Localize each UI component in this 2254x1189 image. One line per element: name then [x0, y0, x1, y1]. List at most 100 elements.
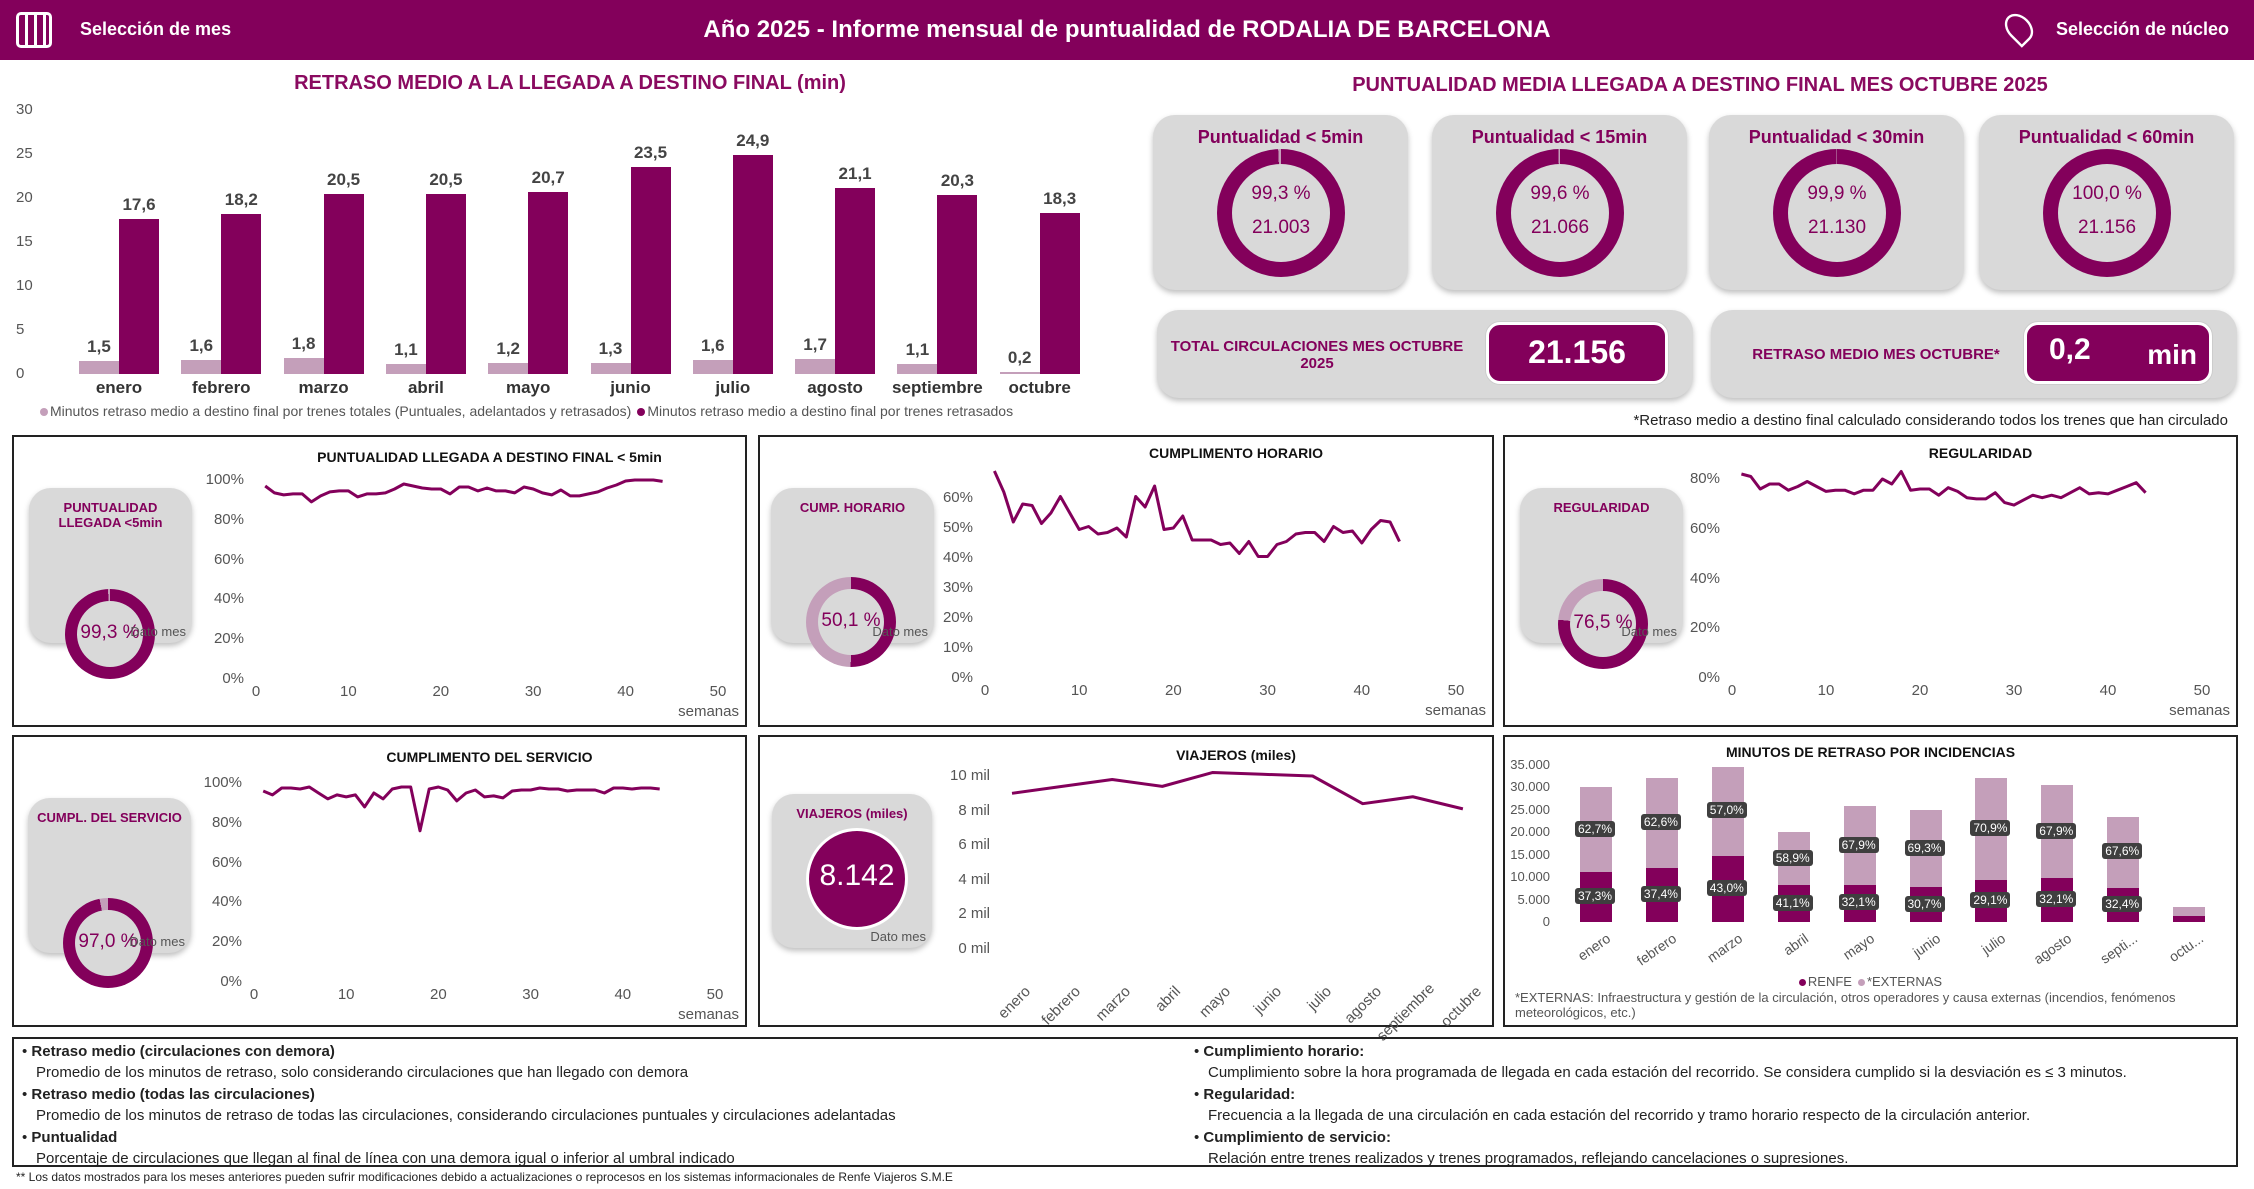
y-tick-label: 20%: [211, 933, 242, 951]
gauge-percent: 99,9 %: [1807, 183, 1867, 204]
footnote: ** Los datos mostrados para los meses an…: [16, 1170, 953, 1184]
gauge-label: Puntualidad < 30min: [1748, 127, 1925, 147]
bar-data-label: 1,6: [189, 335, 214, 355]
calendar-icon[interactable]: [16, 12, 52, 48]
x-tick-label: 30: [522, 986, 539, 1003]
bullet: •: [1194, 1043, 1204, 1060]
donut-hole: [1570, 591, 1636, 657]
y-tick-label: 100%: [205, 471, 244, 488]
chart-title: CUMPLIMENTO HORARIO: [1149, 445, 1323, 461]
donut-hole: [77, 601, 143, 667]
bar-data-label: 1,1: [905, 340, 930, 360]
gauge-label: Puntualidad < 60min: [2018, 127, 2195, 147]
kpi-card: PUNTUALIDAD LLEGADA <5min 99,3 % Dato mes: [29, 488, 192, 679]
delay-bar-chart: 0 5 10 15 20 25 30 1,5 17,6 enero 1,6 18,2 febrero 1,…: [0, 60, 1130, 430]
passengers-panel: VIAJEROS (miles) VIAJEROS (miles) 8.142 Dat…: [758, 735, 1494, 1045]
x-tick-label: 50: [706, 986, 724, 1003]
gauge-count: 21.156: [2077, 217, 2137, 238]
passengers-series-line: [1011, 771, 1464, 811]
definition-item: • Cumplimiento horario: Cumplimiento sobr…: [1194, 1043, 2127, 1081]
bar-data-label: 32,4%: [2102, 895, 2143, 912]
definition-term-text: Cumplimiento horario:: [1203, 1043, 1365, 1060]
x-axis-label: semanas: [1425, 702, 1486, 719]
x-tick-label: 50: [1447, 682, 1465, 699]
bullet: •: [22, 1043, 32, 1060]
legend-label: Minutos retraso medio a destino final po…: [647, 403, 1014, 419]
x-tick-label: mayo: [505, 378, 551, 397]
definition-desc: Cumplimiento sobre la hora programada de…: [1208, 1064, 2127, 1081]
x-tick-label: marzo: [298, 378, 349, 397]
nucleus-selector-button[interactable]: Selección de núcleo: [2056, 19, 2230, 39]
x-tick-label: junio: [610, 378, 651, 397]
definition-desc: Relación entre trenes realizados y trene…: [1208, 1150, 1849, 1167]
y-tick-label: 5: [16, 321, 25, 338]
kpi-value: 97,0 %: [78, 930, 138, 952]
y-tick-label: 4 mil: [958, 870, 990, 888]
bar-data-label: 21,1: [838, 164, 872, 184]
chart-title: MINUTOS DE RETRASO POR INCIDENCIAS: [1725, 744, 2016, 760]
delayed-trains-bar: [835, 188, 876, 374]
legend-marker: [1798, 979, 1806, 986]
y-tick-label: 15.000: [1510, 846, 1550, 862]
x-tick-label: 0: [251, 683, 261, 700]
bar-data-label: 32,1%: [1838, 894, 1879, 911]
bar-data-label: 24,9: [736, 130, 770, 150]
definition-item: • Retraso medio (todas las circulaciones…: [22, 1086, 896, 1124]
bar-data-label: 69,3%: [1904, 839, 1945, 856]
bar-data-label: 1,3: [598, 338, 623, 358]
gauge-count: 21.003: [1251, 217, 1311, 238]
y-tick-label: 60%: [942, 489, 973, 506]
legend-label: RENFE: [1807, 974, 1852, 989]
punctuality-gauge-card: Puntualidad < 15min 99,6 % 21.066: [1432, 115, 1687, 290]
x-tick-label: 40: [2099, 682, 2117, 699]
y-tick-label: 40%: [1689, 569, 1720, 587]
kpi-label: CUMPL. DEL SERVICIO: [37, 810, 182, 825]
x-tick-label: 10: [337, 986, 355, 1003]
kpi-value: 99,3 %: [80, 621, 140, 643]
bar-data-label: 23,5: [633, 143, 668, 163]
y-tick-label: 6 mil: [958, 836, 990, 854]
bar-data-label: 41,1%: [1772, 894, 1813, 911]
y-tick-label: 40%: [211, 893, 242, 911]
legend-label: *EXTERNAS: [1866, 974, 1943, 989]
total-circulations-value: 21.156: [1486, 322, 1668, 384]
kpi-card: CUMP. HORARIO 50,1 % Dato mes: [771, 488, 934, 667]
bar-data-label: 67,9%: [1838, 836, 1879, 853]
weekly-series-line: [993, 470, 1401, 558]
y-tick-label: 10 mil: [949, 767, 990, 784]
y-tick-label: 25: [16, 145, 33, 162]
definition-desc: Promedio de los minutos de retraso de to…: [36, 1107, 896, 1124]
x-tick-label: enero: [95, 378, 143, 397]
average-delay-card: RETRASO MEDIO MES OCTUBRE* 0,2 min: [1711, 310, 2237, 398]
renfe-bar-segment: [2173, 916, 2206, 922]
passengers-circle: 8.142: [806, 828, 908, 930]
y-tick-label: 20%: [1689, 619, 1720, 637]
definition-desc: Porcentaje de circulaciones que llegan a…: [36, 1150, 735, 1167]
x-axis-label: semanas: [678, 1006, 739, 1023]
x-tick-label: 10: [1817, 682, 1835, 699]
bullet: •: [1194, 1129, 1204, 1146]
gauge-percent: 99,6 %: [1530, 183, 1590, 204]
bar-data-label: 58,9%: [1772, 849, 1813, 866]
bar-data-label: 1,1: [394, 340, 418, 360]
delay-chart-legend: Minutos retraso medio a destino final po…: [40, 403, 1013, 419]
total-trains-bar: [79, 360, 119, 374]
bar-data-label: 37,4%: [1640, 886, 1681, 903]
month-data-label: Dato mes: [129, 934, 185, 949]
punctuality-title: PUNTUALIDAD MEDIA LLEGADA A DESTINO FINA…: [1352, 74, 2048, 96]
delayed-trains-bar: [425, 193, 466, 374]
bar-data-label: 70,9%: [1970, 819, 2011, 836]
delayed-trains-bar: [528, 191, 569, 374]
definition-term: • Retraso medio (todas las circulaciones…: [22, 1086, 896, 1103]
bullet: •: [22, 1129, 32, 1146]
x-tick-label: 50: [2193, 682, 2211, 699]
kpi-donut: 50,1 %: [806, 577, 896, 667]
kpi-card: REGULARIDAD 76,5 % Dato mes: [1520, 488, 1683, 669]
y-tick-label: 0%: [1698, 669, 1720, 686]
definition-term-text: Retraso medio (circulaciones con demora): [31, 1043, 335, 1060]
month-selector-button[interactable]: Selección de mes: [80, 19, 232, 39]
bar-data-label: 62,7%: [1575, 820, 1616, 837]
x-tick-label: 20: [1165, 682, 1182, 699]
average-delay-label: RETRASO MEDIO MES OCTUBRE*: [1752, 346, 2000, 363]
chart-title: PUNTUALIDAD LLEGADA A DESTINO FINAL < 5m…: [317, 449, 662, 465]
